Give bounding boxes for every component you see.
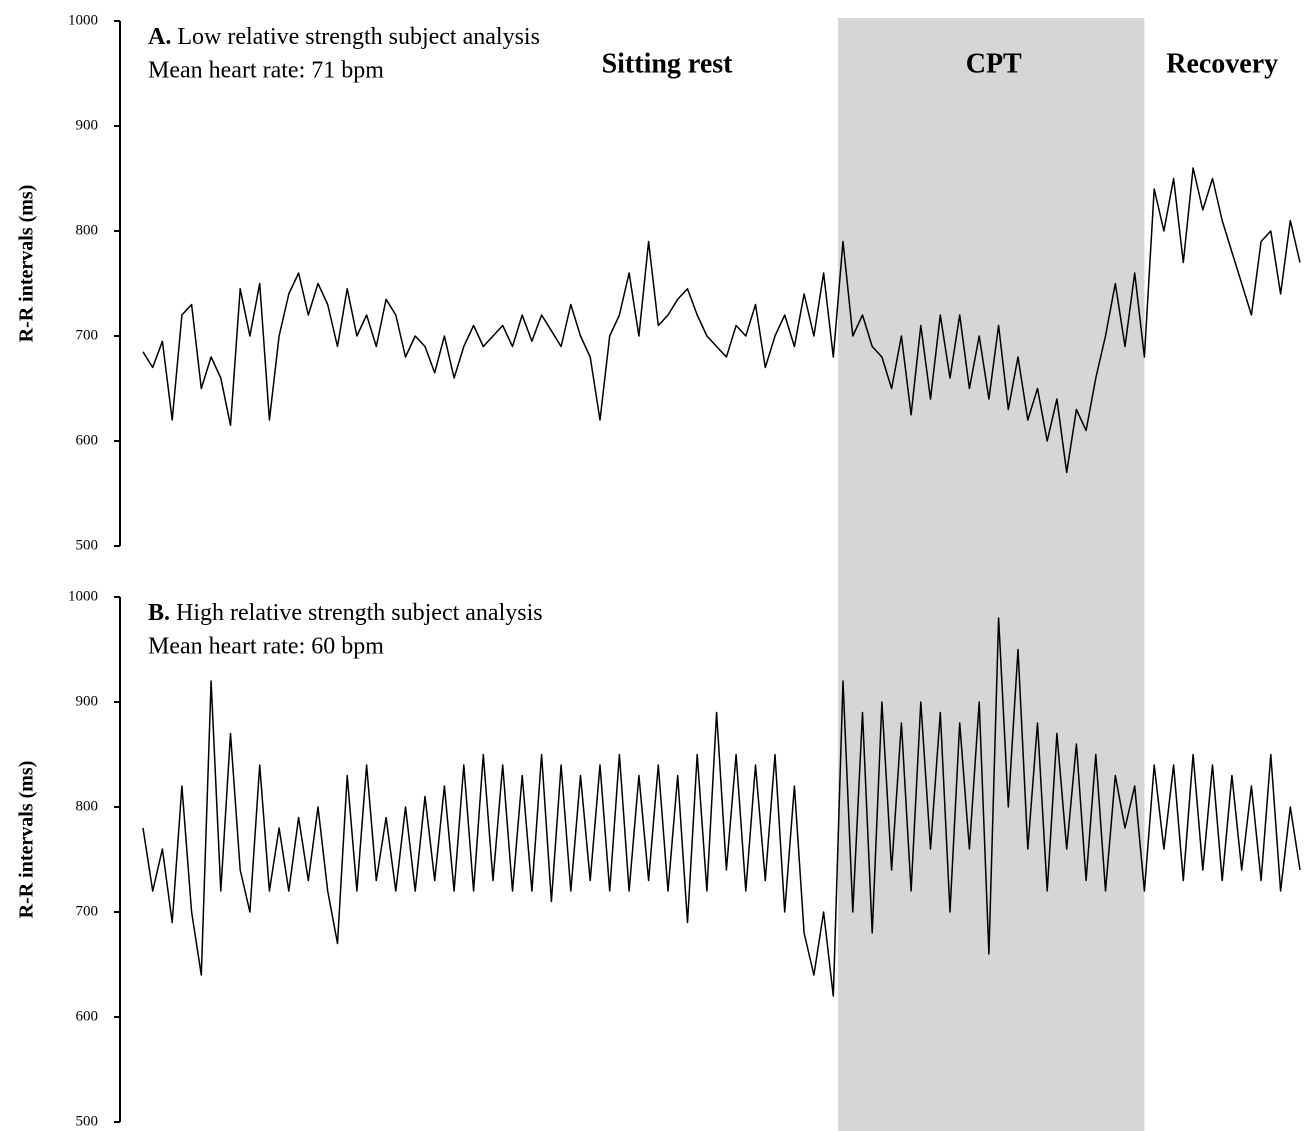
panel-title: A. Low relative strength subject analysis [148, 24, 540, 50]
phase-shade [838, 18, 1145, 1131]
data-line [142, 617, 1301, 997]
panel-label: A. [148, 24, 171, 50]
y-tick-label: 900 [76, 693, 99, 709]
y-tick-label: 700 [76, 903, 99, 919]
y-tick-label: 900 [76, 117, 99, 133]
phase-label: Recovery [1166, 48, 1278, 79]
panel-subtitle: Mean heart rate: 71 bpm [148, 58, 384, 84]
data-line [142, 167, 1301, 474]
y-axis-label: R-R intervals (ms) [16, 185, 38, 343]
y-tick-label: 500 [76, 1113, 99, 1129]
y-axis-label: R-R intervals (ms) [16, 761, 38, 919]
panel-title-text: High relative strength subject analysis [176, 600, 543, 626]
y-tick-label: 800 [76, 798, 99, 814]
y-tick-label: 800 [76, 222, 99, 238]
phase-label: CPT [966, 48, 1022, 79]
y-tick-label: 700 [76, 327, 99, 343]
y-tick-label: 1000 [68, 588, 98, 604]
phase-label: Sitting rest [602, 48, 734, 79]
y-tick-label: 600 [76, 1008, 99, 1024]
panel-title: B. High relative strength subject analysi… [148, 600, 543, 626]
y-tick-label: 600 [76, 432, 99, 448]
y-tick-label: 1000 [68, 12, 98, 28]
panel-label: B. [148, 600, 170, 626]
panel-title-text: Low relative strength subject analysis [177, 24, 540, 50]
panel-subtitle: Mean heart rate: 60 bpm [148, 634, 384, 660]
y-tick-label: 500 [76, 537, 99, 553]
